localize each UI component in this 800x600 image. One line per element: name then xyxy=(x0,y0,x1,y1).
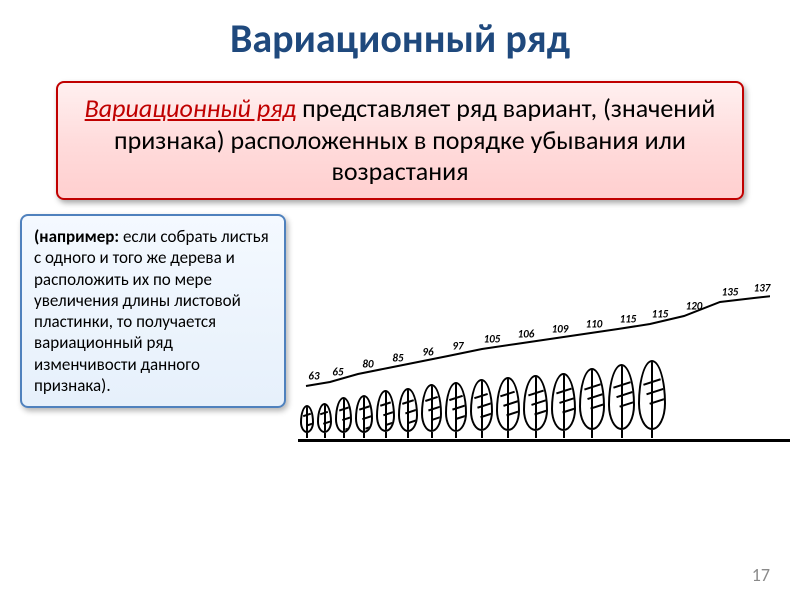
leaf xyxy=(445,382,467,438)
leaf xyxy=(335,397,352,438)
measurement-label: 63 xyxy=(308,370,319,383)
leaf xyxy=(317,403,332,438)
measurement-label: 96 xyxy=(422,346,433,359)
slide-title: Вариационный ряд xyxy=(0,0,800,73)
measurement-label: 109 xyxy=(552,323,569,336)
definition-box: Вариационный ряд представляет ряд вариан… xyxy=(56,81,744,200)
measurement-label: 97 xyxy=(452,340,463,353)
example-lead: (например: xyxy=(34,226,119,247)
example-box: (например: если собрать листья с одного … xyxy=(20,214,286,408)
leaf xyxy=(470,379,493,438)
lower-content: (например: если собрать листья с одного … xyxy=(20,214,788,444)
leaf xyxy=(496,377,520,438)
measurement-label: 85 xyxy=(392,352,403,365)
measurement-label: 115 xyxy=(620,313,637,326)
measurement-label: 115 xyxy=(652,308,669,321)
leaf xyxy=(421,384,442,438)
measurement-label: 80 xyxy=(362,358,373,371)
leaf xyxy=(638,360,666,438)
leaf xyxy=(376,390,395,438)
leaf-row xyxy=(300,360,788,438)
leaf xyxy=(551,373,576,438)
ground-line xyxy=(298,439,790,442)
measurement-label: 106 xyxy=(518,328,535,341)
leaf xyxy=(355,395,373,438)
leaf xyxy=(300,405,314,438)
leaf xyxy=(608,364,635,438)
measurement-label: 110 xyxy=(586,318,603,331)
example-text: если собрать листья с одного и того же д… xyxy=(34,226,269,396)
measurement-label: 135 xyxy=(722,286,739,299)
page-number: 17 xyxy=(752,564,770,586)
variation-figure: 63 65 80 85 96 97 105 106 109 110 115 115 120 135 137 xyxy=(300,214,788,444)
measurement-label: 65 xyxy=(332,366,343,379)
measurement-label: 120 xyxy=(686,300,703,313)
measurement-label: 137 xyxy=(754,282,771,295)
leaf xyxy=(398,388,418,438)
measurement-label: 105 xyxy=(484,333,501,346)
leaf xyxy=(579,368,605,438)
definition-term: Вариационный ряд xyxy=(85,92,297,124)
leaf xyxy=(523,375,548,438)
